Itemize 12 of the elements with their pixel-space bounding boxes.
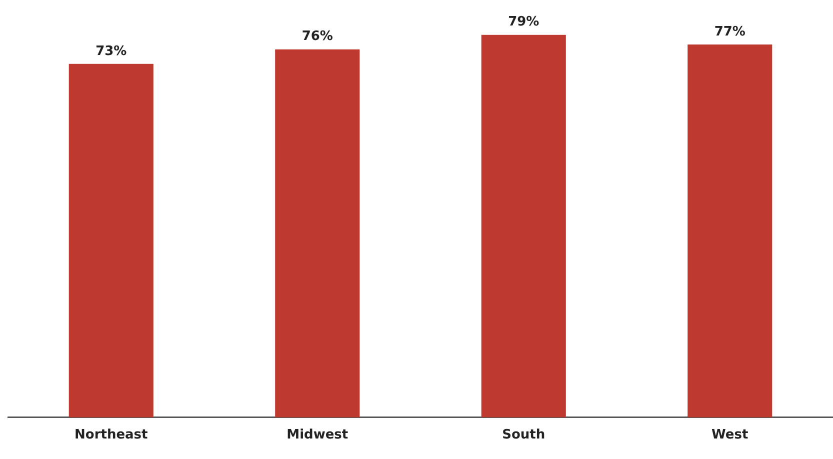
data-label: 77% (714, 24, 746, 40)
x-tick-label: West (712, 428, 748, 443)
data-label: 73% (96, 44, 127, 59)
bar (68, 64, 154, 418)
data-label: 79% (508, 14, 540, 30)
x-tick-label: Northeast (74, 428, 148, 443)
bar (688, 44, 772, 418)
bar (481, 34, 566, 418)
data-label: 76% (302, 29, 333, 44)
bar (275, 49, 360, 418)
x-tick-label: Midwest (286, 428, 348, 443)
x-tick-label: South (502, 428, 546, 443)
